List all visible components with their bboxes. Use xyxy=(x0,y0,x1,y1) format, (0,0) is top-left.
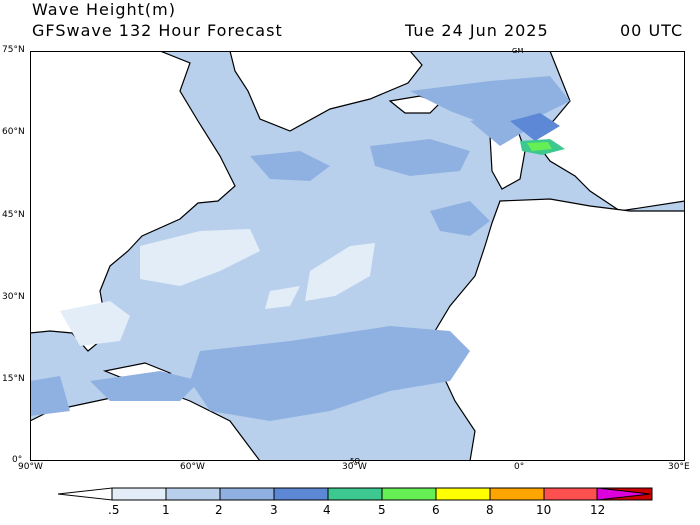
colorbar-label-5: 5 xyxy=(378,503,386,517)
colorbar-swatch xyxy=(111,487,167,501)
lon-label-30w: 30°W xyxy=(342,462,367,472)
colorbar-swatch xyxy=(219,487,275,501)
colorbar-label-2: 2 xyxy=(215,503,223,517)
forecast-time: 00 UTC xyxy=(620,21,684,40)
colorbar-swatch xyxy=(543,487,599,501)
marker-5q: 5Q xyxy=(350,457,360,465)
lat-label-15n: 15°N xyxy=(2,374,25,384)
colorbar-swatch xyxy=(489,487,545,501)
lat-label-75n: 75°N xyxy=(2,45,25,55)
colorbar-swatch xyxy=(165,487,221,501)
colorbar-over-triangle xyxy=(596,487,651,501)
wave-height-map xyxy=(30,51,685,461)
colorbar-label-8: 8 xyxy=(486,503,494,517)
colorbar-label-3: 3 xyxy=(270,503,278,517)
colorbar-swatch xyxy=(381,487,437,501)
colorbar-swatches xyxy=(111,487,653,501)
lat-label-0: 0° xyxy=(12,455,23,465)
wave-bands-lt1 xyxy=(60,229,375,346)
wave-bands-5-6 xyxy=(527,142,552,151)
lat-label-30n: 30°N xyxy=(2,292,25,302)
lon-label-60w: 60°W xyxy=(180,462,205,472)
marker-gm: GM xyxy=(512,47,524,55)
colorbar-label-1: 1 xyxy=(162,503,170,517)
colorbar-label-6: 6 xyxy=(432,503,440,517)
colorbar-swatch xyxy=(435,487,491,501)
lat-label-60n: 60°N xyxy=(2,127,25,137)
colorbar xyxy=(57,487,653,501)
lon-label-30e: 30°E xyxy=(668,462,690,472)
land-masses xyxy=(30,51,685,461)
forecast-date: Tue 24 Jun 2025 xyxy=(405,21,549,40)
map-title: Wave Height(m) xyxy=(32,0,176,19)
colorbar-under-triangle xyxy=(57,487,113,501)
lat-label-45n: 45°N xyxy=(2,210,25,220)
colorbar-label-10: 10 xyxy=(536,503,552,517)
lon-label-0: 0° xyxy=(514,462,525,472)
forecast-subtitle: GFSwave 132 Hour Forecast xyxy=(32,21,283,40)
lon-label-90w: 90°W xyxy=(18,462,43,472)
colorbar-label-12: 12 xyxy=(590,503,606,517)
wave-bands-3-4 xyxy=(510,113,560,141)
colorbar-swatch xyxy=(327,487,383,501)
colorbar-swatch xyxy=(273,487,329,501)
colorbar-label-4: 4 xyxy=(323,503,331,517)
map-frame xyxy=(30,51,685,461)
colorbar-label-0p5: .5 xyxy=(108,503,120,517)
wave-bands-2-3 xyxy=(30,76,570,421)
